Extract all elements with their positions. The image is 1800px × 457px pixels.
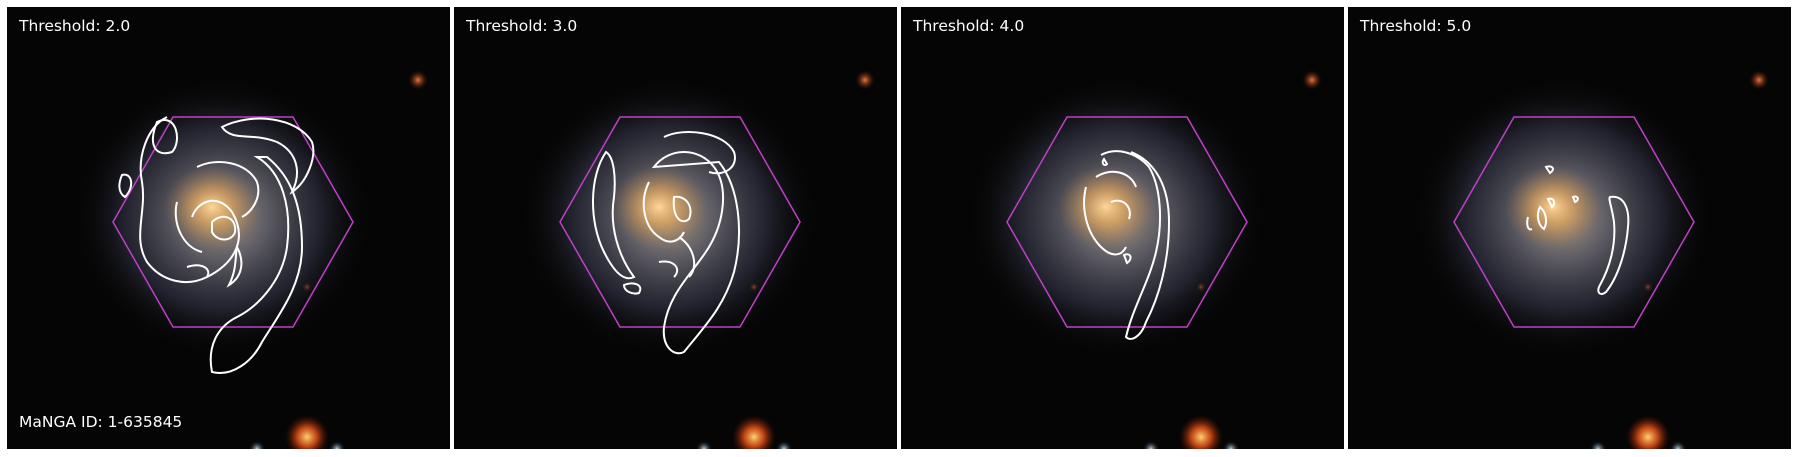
contours-group <box>1526 165 1630 295</box>
galaxy-image <box>1348 7 1791 449</box>
galaxy-image <box>7 7 450 449</box>
contours-group <box>118 116 315 374</box>
ifu-hexagon <box>1006 116 1248 328</box>
galaxy-image <box>454 7 897 449</box>
panel-title: Threshold: 3.0 <box>466 17 578 35</box>
panel-title: Threshold: 4.0 <box>913 17 1025 35</box>
ifu-hexagon <box>1453 116 1695 328</box>
panel-threshold-5: Threshold: 5.0 <box>1348 7 1791 449</box>
panel-title: Threshold: 2.0 <box>19 17 131 35</box>
panel-threshold-2: Threshold: 2.0 MaNGA ID: 1-635845 <box>7 7 450 449</box>
panel-title: Threshold: 5.0 <box>1360 17 1472 35</box>
contours-group <box>592 131 740 355</box>
galaxy-image <box>901 7 1344 449</box>
ifu-hexagon <box>559 116 801 328</box>
panel-threshold-4: Threshold: 4.0 <box>901 7 1344 449</box>
panel-threshold-3: Threshold: 3.0 <box>454 7 897 449</box>
manga-id-label: MaNGA ID: 1-635845 <box>19 413 183 431</box>
contours-group <box>1083 150 1171 340</box>
ifu-hexagon <box>112 116 354 328</box>
